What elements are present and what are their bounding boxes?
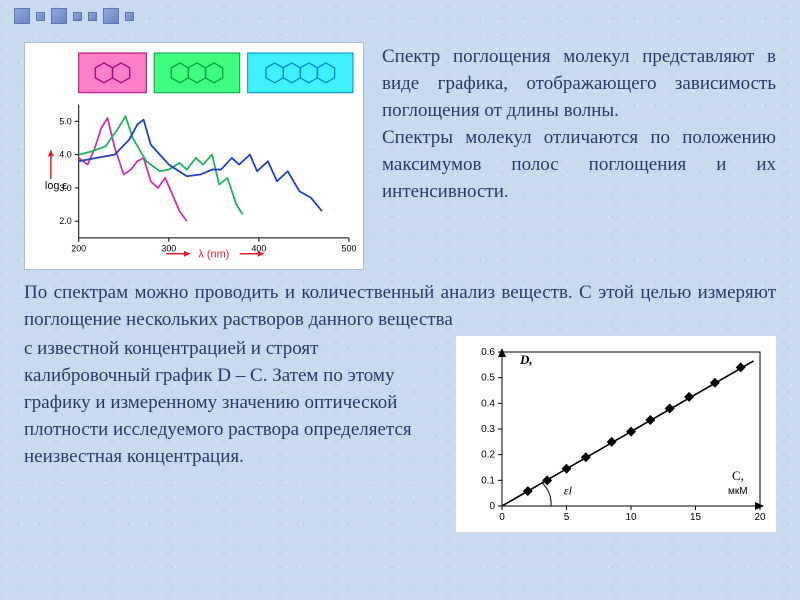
svg-text:5: 5 — [564, 512, 570, 523]
svg-text:300: 300 — [161, 244, 176, 254]
svg-text:мкМ: мкМ — [728, 486, 748, 497]
svg-text:10: 10 — [625, 512, 637, 523]
svg-text:0.2: 0.2 — [481, 450, 495, 461]
svg-text:C,: C, — [732, 468, 744, 483]
svg-text:0: 0 — [499, 512, 505, 523]
slide-content: 2003004005002.03.04.05.0log ελ (nm) Спек… — [0, 0, 800, 600]
svg-text:0: 0 — [489, 501, 495, 512]
svg-text:0.3: 0.3 — [481, 424, 495, 435]
svg-text:15: 15 — [690, 512, 702, 523]
svg-text:20: 20 — [754, 512, 766, 523]
paragraph-2: Спектры молекул отличаются по положению … — [382, 127, 776, 202]
paragraph-4: с известной концентрацией и строят калиб… — [24, 336, 442, 471]
svg-text:5.0: 5.0 — [59, 116, 71, 126]
svg-text:log ε: log ε — [45, 180, 68, 192]
paragraph-1: Спектр поглощения молекул представляют в… — [382, 46, 776, 121]
svg-text:0.1: 0.1 — [481, 475, 495, 486]
svg-text:εl: εl — [564, 483, 573, 497]
svg-text:D,: D, — [519, 352, 533, 367]
spectrum-chart: 2003004005002.03.04.05.0log ελ (nm) — [24, 42, 364, 270]
svg-text:0.6: 0.6 — [481, 347, 495, 358]
svg-text:2.0: 2.0 — [59, 216, 71, 226]
svg-text:0.4: 0.4 — [481, 398, 495, 409]
svg-text:500: 500 — [342, 244, 357, 254]
svg-text:λ (nm): λ (nm) — [198, 249, 229, 261]
svg-text:200: 200 — [71, 244, 86, 254]
svg-text:4.0: 4.0 — [59, 150, 71, 160]
paragraph-3: По спектрам можно проводить и количестве… — [24, 280, 776, 334]
calibration-chart: 0 5 10 15 20 0 0.1 0.2 0.3 0.4 0.5 0.6 D, C, мкМ εl — [456, 336, 776, 532]
svg-text:0.5: 0.5 — [481, 373, 495, 384]
